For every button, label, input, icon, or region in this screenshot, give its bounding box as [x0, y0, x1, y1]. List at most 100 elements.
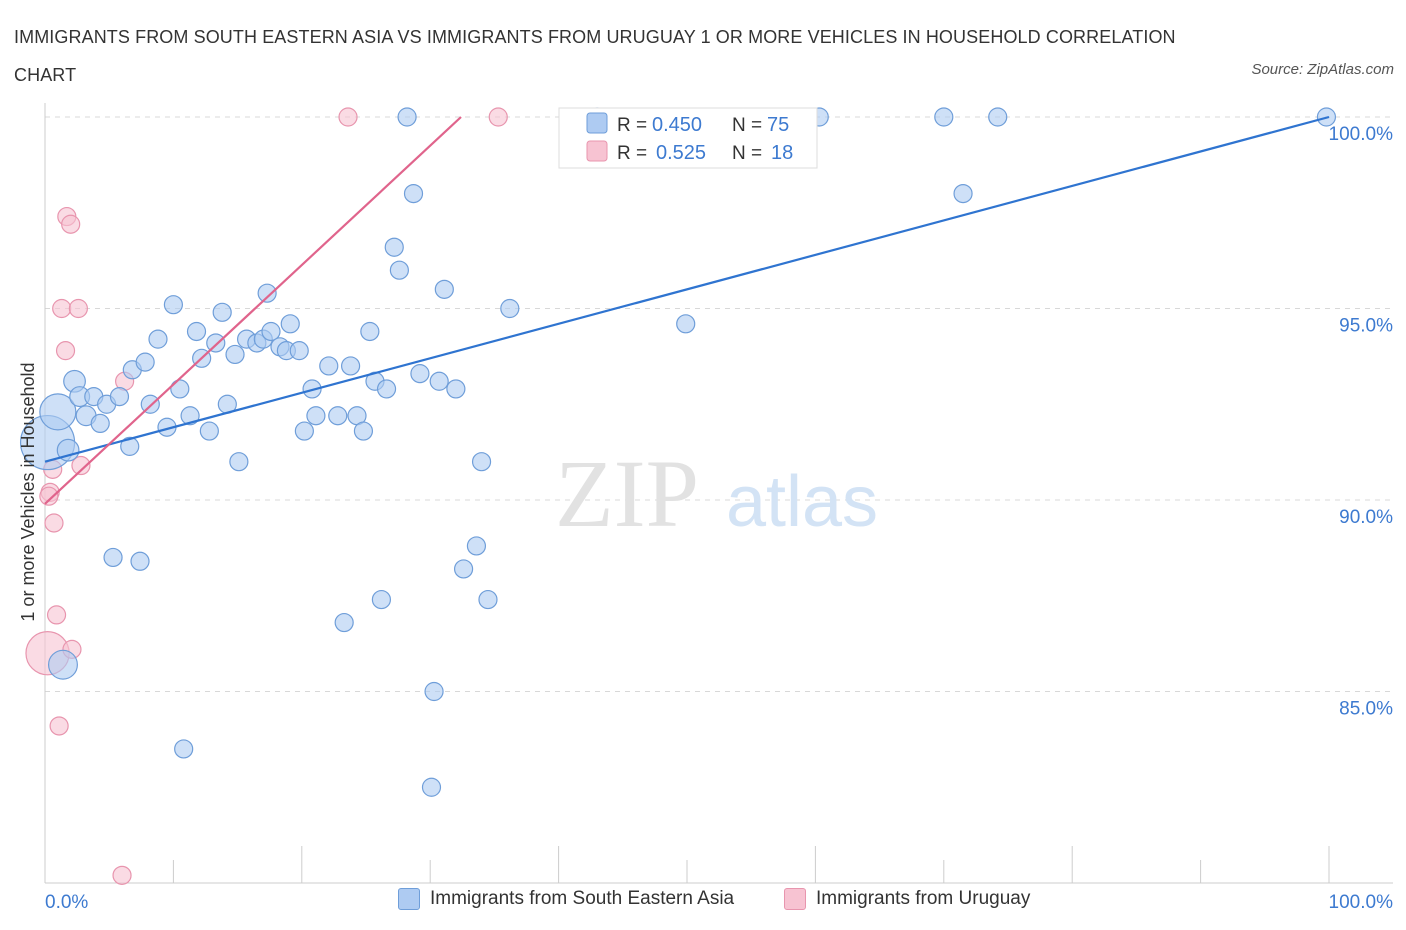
point-south-eastern-asia-25 — [225, 344, 245, 365]
point-south-eastern-asia-31 — [261, 321, 281, 342]
point-uruguay-17 — [39, 486, 59, 506]
point-south-eastern-asia-69 — [103, 547, 123, 568]
point-south-eastern-asia-22 — [206, 333, 226, 353]
legend-swatch-pink — [784, 888, 806, 910]
stats-n-label-2: N = — [732, 143, 762, 164]
point-uruguay-9 — [61, 214, 81, 234]
data-points — [19, 107, 1337, 885]
point-south-eastern-asia-47 — [376, 379, 397, 399]
stats-r-value-1: 0.450 — [652, 114, 702, 136]
point-south-eastern-asia-38 — [306, 406, 326, 426]
point-south-eastern-asia-1 — [39, 393, 77, 431]
stats-swatch-pink — [586, 140, 608, 162]
point-south-eastern-asia-12 — [135, 352, 155, 372]
point-south-eastern-asia-30 — [257, 283, 277, 303]
point-south-eastern-asia-26 — [229, 452, 249, 472]
point-south-eastern-asia-16 — [163, 295, 183, 315]
point-uruguay-16 — [488, 107, 508, 127]
point-south-eastern-asia-55 — [434, 279, 454, 299]
stats-r-value-2: 0.525 — [656, 142, 706, 164]
legend-label-south-eastern-asia: Immigrants from South Eastern Asia — [430, 888, 735, 909]
point-south-eastern-asia-48 — [384, 237, 404, 257]
point-uruguay-5 — [49, 716, 69, 736]
point-south-eastern-asia-70 — [130, 551, 150, 571]
point-south-eastern-asia-34 — [280, 314, 300, 334]
point-south-eastern-asia-44 — [360, 321, 380, 342]
point-south-eastern-asia-14 — [148, 329, 168, 349]
legend-swatch-blue — [398, 888, 420, 910]
legend-label-uruguay: Immigrants from Uruguay — [816, 888, 1031, 909]
point-south-eastern-asia-49 — [389, 260, 409, 280]
point-south-eastern-asia-21 — [199, 421, 219, 441]
y-tick-label-1: 95.0% — [1339, 316, 1393, 337]
point-south-eastern-asia-53 — [424, 681, 444, 702]
point-south-eastern-asia-35 — [289, 341, 309, 361]
grid-lines — [45, 116, 1393, 692]
point-south-eastern-asia-73 — [334, 612, 354, 633]
legend-item-south-eastern-asia[interactable]: Immigrants from South Eastern Asia — [398, 888, 734, 910]
point-south-eastern-asia-2 — [56, 438, 80, 462]
point-south-eastern-asia-60 — [478, 589, 498, 610]
point-south-eastern-asia-46 — [371, 589, 392, 610]
stats-r-label-1: R = — [617, 115, 647, 136]
point-south-eastern-asia-43 — [353, 421, 374, 441]
point-south-eastern-asia-65 — [934, 107, 954, 127]
source-label: Source: ZipAtlas.com — [1251, 61, 1394, 78]
point-south-eastern-asia-58 — [466, 536, 487, 556]
point-uruguay-6 — [52, 298, 72, 319]
trend-lines — [44, 115, 1330, 505]
trend-line-south-eastern-asia — [44, 115, 1330, 463]
y-axis-label: 1 or more Vehicles in Household — [18, 362, 38, 621]
point-south-eastern-asia-40 — [328, 406, 348, 426]
point-south-eastern-asia-50 — [397, 107, 417, 127]
point-uruguay-14 — [112, 865, 132, 885]
point-uruguay-7 — [55, 341, 76, 361]
point-south-eastern-asia-54 — [429, 371, 449, 391]
point-south-eastern-asia-67 — [988, 107, 1008, 127]
point-uruguay-11 — [68, 298, 88, 319]
point-south-eastern-asia-39 — [319, 356, 339, 376]
point-south-eastern-asia-51 — [403, 184, 424, 204]
point-south-eastern-asia-59 — [471, 452, 492, 472]
axes — [44, 103, 1393, 884]
watermark-atlas: atlas — [726, 462, 878, 542]
point-south-eastern-asia-57 — [453, 559, 474, 579]
y-tick-label-0: 100.0% — [1329, 124, 1394, 145]
stats-r-label-2: R = — [617, 143, 647, 164]
legend: Immigrants from South Eastern Asia Immig… — [0, 888, 1406, 918]
trend-line-uruguay — [44, 116, 462, 505]
point-south-eastern-asia-17 — [170, 379, 190, 399]
point-south-eastern-asia-61 — [500, 298, 520, 319]
point-south-eastern-asia-63 — [676, 314, 696, 334]
y-tick-label-3: 85.0% — [1339, 699, 1393, 720]
point-south-eastern-asia-7 — [90, 413, 110, 433]
point-south-eastern-asia-19 — [186, 321, 207, 342]
tick-labels: 100.0% 95.0% 90.0% 85.0% 0.0% 100.0% — [45, 124, 1393, 913]
point-south-eastern-asia-36 — [294, 421, 314, 441]
point-south-eastern-asia-74 — [421, 777, 442, 797]
point-uruguay-4 — [46, 605, 67, 625]
legend-item-uruguay[interactable]: Immigrants from Uruguay — [784, 888, 1030, 910]
point-south-eastern-asia-72 — [174, 739, 194, 759]
point-south-eastern-asia-52 — [410, 364, 430, 384]
stats-legend: R = 0.450 N = 75 R = 0.525 N = 18 — [558, 107, 818, 169]
point-south-eastern-asia-10 — [120, 436, 140, 456]
point-uruguay-15 — [338, 107, 358, 127]
point-south-eastern-asia-56 — [446, 379, 466, 399]
y-tick-label-2: 90.0% — [1339, 507, 1393, 528]
watermark-zip: ZIP — [555, 440, 699, 547]
point-south-eastern-asia-23 — [212, 302, 232, 322]
point-uruguay-3 — [44, 513, 64, 533]
point-south-eastern-asia-41 — [340, 356, 361, 376]
stats-swatch-blue — [586, 112, 608, 134]
x-tick-label-0: 0.0% — [45, 892, 88, 913]
x-tick-label-1: 100.0% — [1329, 892, 1394, 913]
point-south-eastern-asia-71 — [47, 649, 78, 680]
point-south-eastern-asia-9 — [109, 386, 130, 407]
stats-n-value-2: 18 — [771, 142, 793, 164]
watermark: ZIP atlas — [555, 440, 878, 547]
stats-n-value-1: 75 — [767, 114, 789, 136]
chart-title: IMMIGRANTS FROM SOUTH EASTERN ASIA VS IM… — [14, 27, 1176, 85]
point-uruguay-12 — [71, 455, 91, 476]
